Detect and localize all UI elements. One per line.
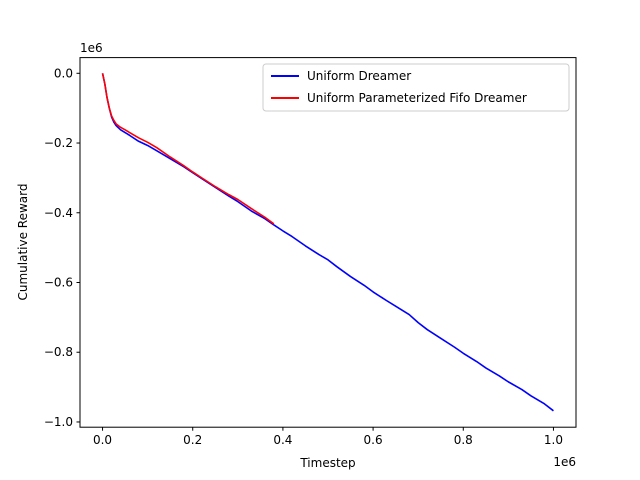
x-tick-label: 0.2: [183, 433, 202, 447]
y-tick-label: 0.0: [54, 66, 73, 80]
x-tick-label: 0.6: [364, 433, 383, 447]
y-tick-label: −1.0: [44, 415, 73, 429]
y-tick-label: −0.4: [44, 206, 73, 220]
y-tick-label: −0.2: [44, 136, 73, 150]
legend: Uniform Dreamer Uniform Parameterized Fi…: [262, 63, 570, 112]
axes-frame: [79, 57, 577, 428]
legend-box: [262, 63, 570, 112]
legend-label-uniform-parameterized-fifo-dreamer: Uniform Parameterized Fifo Dreamer: [307, 91, 527, 105]
series-line-uniform-dreamer: [101, 73, 554, 412]
x-tick-label: 1.0: [544, 433, 563, 447]
x-tick-label: 0.8: [454, 433, 473, 447]
y-axis-ticks: 0.0 −0.2 −0.4 −0.6 −0.8 −1.0: [44, 66, 80, 429]
series-line-uniform-parameterized-fifo-dreamer: [101, 73, 275, 225]
y-axis-label: Cumulative Reward: [16, 184, 30, 301]
y-tick-label: −0.6: [44, 275, 73, 289]
legend-label-uniform-dreamer: Uniform Dreamer: [307, 69, 411, 83]
series-layer: [101, 73, 554, 412]
x-axis-ticks: 0.0 0.2 0.4 0.6 0.8 1.0: [93, 427, 563, 447]
y-tick-label: −0.8: [44, 345, 73, 359]
y-axis-offset-label: 1e6: [80, 41, 103, 55]
x-tick-label: 0.4: [273, 433, 292, 447]
x-axis-label: Timestep: [299, 456, 355, 470]
x-axis-offset-label: 1e6: [553, 455, 576, 469]
x-tick-label: 0.0: [93, 433, 112, 447]
plot-area: [79, 57, 577, 428]
